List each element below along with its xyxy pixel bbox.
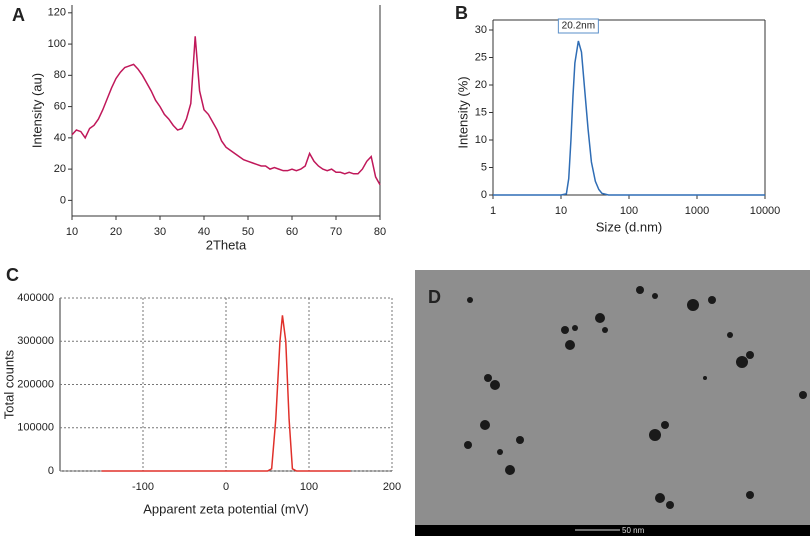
x-tick-label: 10000 bbox=[750, 205, 781, 217]
x-tick-label: 80 bbox=[374, 226, 386, 238]
annotation-box bbox=[557, 18, 599, 34]
x-tick-label: 0 bbox=[223, 481, 229, 493]
x-tick-label: 30 bbox=[154, 226, 166, 238]
panel-label: C bbox=[6, 265, 19, 285]
y-tick-label: 30 bbox=[475, 24, 487, 36]
x-tick-label: 10 bbox=[555, 205, 567, 217]
x-tick-label: 20 bbox=[110, 226, 122, 238]
y-tick-label: 100000 bbox=[17, 422, 54, 434]
panel-label: B bbox=[455, 3, 468, 23]
panel-label: D bbox=[428, 287, 441, 307]
x-axis-label: Apparent zeta potential (mV) bbox=[143, 501, 308, 516]
x-tick-label: 40 bbox=[198, 226, 210, 238]
x-tick-label: 100 bbox=[620, 205, 638, 217]
x-tick-label: 10 bbox=[66, 226, 78, 238]
y-tick-label: 20 bbox=[475, 79, 487, 91]
y-tick-label: 0 bbox=[481, 189, 487, 201]
x-tick-label: -100 bbox=[132, 481, 154, 493]
x-tick-label: 70 bbox=[330, 226, 342, 238]
y-axis-label: Intensity (au) bbox=[29, 73, 44, 148]
y-tick-label: 120 bbox=[48, 7, 66, 19]
x-tick-label: 1 bbox=[490, 205, 496, 217]
y-tick-label: 20 bbox=[54, 163, 66, 175]
x-axis-label: Size (d.nm) bbox=[596, 219, 662, 234]
line bbox=[493, 40, 765, 196]
y-tick-label: 300000 bbox=[17, 335, 54, 347]
y-axis-label: Intensity (%) bbox=[455, 76, 470, 148]
annotation: 20.2nm bbox=[562, 21, 595, 32]
particles bbox=[464, 286, 807, 509]
line bbox=[71, 36, 381, 186]
x-tick-label: 200 bbox=[383, 481, 401, 493]
y-tick-label: 200000 bbox=[17, 378, 54, 390]
y-tick-label: 0 bbox=[48, 465, 54, 477]
y-axis-label: Total counts bbox=[1, 349, 16, 419]
y-tick-label: 0 bbox=[60, 194, 66, 206]
y-tick-label: 60 bbox=[54, 100, 66, 112]
x-tick-label: 50 bbox=[242, 226, 254, 238]
y-tick-label: 100 bbox=[48, 38, 66, 50]
y-tick-label: 25 bbox=[475, 51, 487, 63]
y-tick-label: 10 bbox=[475, 134, 487, 146]
tem-image bbox=[415, 270, 810, 536]
panel-label: A bbox=[12, 5, 25, 25]
x-tick-label: 100 bbox=[300, 481, 318, 493]
x-tick-label: 60 bbox=[286, 226, 298, 238]
y-tick-label: 80 bbox=[54, 69, 66, 81]
y-tick-label: 400000 bbox=[17, 292, 54, 304]
y-tick-label: 40 bbox=[54, 132, 66, 144]
x-tick-label: 1000 bbox=[685, 205, 709, 217]
y-tick-label: 5 bbox=[481, 161, 487, 173]
scale-bar-label: 50 nm bbox=[622, 526, 645, 535]
x-axis-label: 2Theta bbox=[206, 237, 247, 252]
line bbox=[101, 315, 351, 472]
y-tick-label: 15 bbox=[475, 106, 487, 118]
